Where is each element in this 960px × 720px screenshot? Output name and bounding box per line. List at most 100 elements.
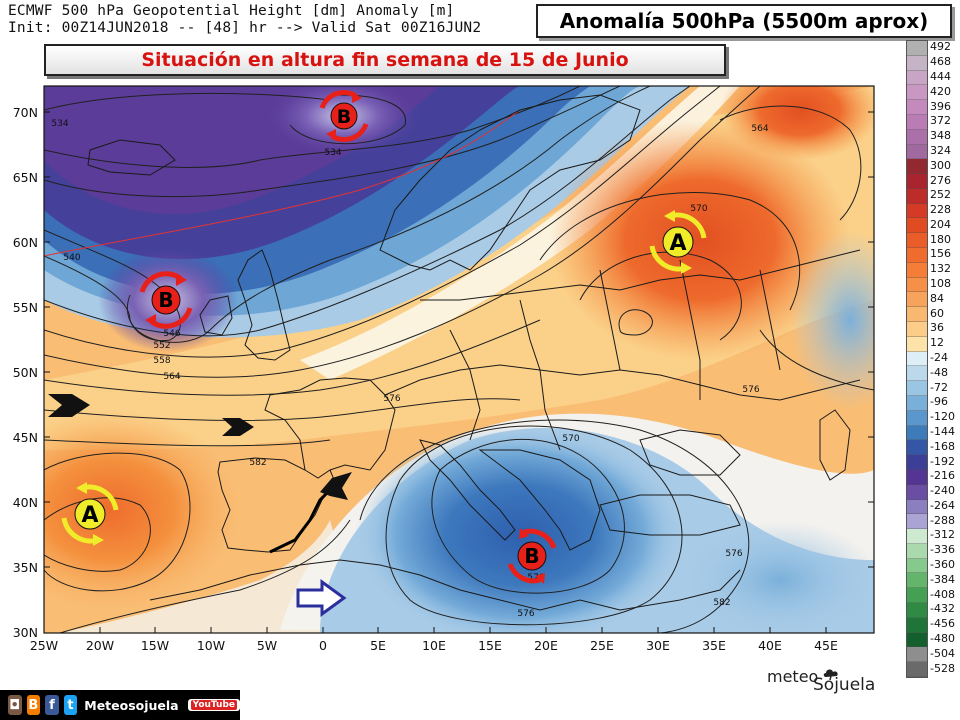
legend-value-label: -336 [930,543,955,557]
low-pressure-marker: B [507,528,557,584]
subtitle-banner: Situación en altura fin semana de 15 de … [44,44,726,76]
legend-color-cell [907,351,927,367]
legend-value-label: -48 [930,365,948,379]
legend-color-cell [907,469,927,485]
brand-name: Meteosojuela [84,697,179,713]
legend-value-label: 60 [930,306,944,320]
legend-color-cell [907,188,927,204]
lat-label: 45N [12,430,38,445]
legend-value-label: 252 [930,188,951,202]
lat-label: 70N [12,105,38,120]
legend-value-label: -360 [930,558,955,572]
legend-color-cell [907,174,927,189]
lon-label: 25E [590,638,614,653]
legend-color-cell [907,381,927,396]
legend-color-cell [907,529,927,544]
legend-color-cell [907,543,927,559]
logo-text-sojuela: Sojuela [813,675,876,695]
cloud-icon [823,669,838,681]
lon-ticks [99,627,827,633]
legend-color-cell [907,292,927,308]
legend-color-cell [907,248,927,263]
legend-value-label: 132 [930,262,951,276]
contour-label: 576 [725,549,742,559]
logo-text-meteo: meteo [767,667,819,686]
lat-label: 40N [12,495,38,510]
contour-label: 540 [63,253,80,263]
legend-value-label: -96 [930,395,948,409]
legend-color-cell [907,100,927,115]
legend-value-label: -480 [930,632,955,646]
legend-value-label: -528 [930,661,955,675]
legend-color-cell [907,410,927,426]
legend-color-cell [907,558,927,574]
legend-value-label: 108 [930,277,951,291]
legend-color-cell [907,129,927,145]
high-pressure-marker: A [61,482,119,546]
legend-color-cell [907,588,927,604]
legend-color-cell [907,603,927,618]
legend-value-label: 300 [930,158,951,172]
legend-color-cell [907,114,927,130]
lat-label: 35N [12,560,38,575]
lon-label: 20E [534,638,558,653]
legend-value-label: -408 [930,587,955,601]
flow-arrow-icon [48,394,90,417]
chart-title-box: Anomalía 500hPa (5500m aprox) [536,4,952,38]
legend-color-cell [907,617,927,633]
legend-value-label: -456 [930,617,955,631]
legend-value-label: 36 [930,321,944,335]
lat-label: 50N [12,365,38,380]
legend-value-label: -504 [930,646,955,660]
facebook-icon[interactable]: f [45,695,59,715]
legend-color-cell [907,262,927,278]
legend-value-label: 156 [930,247,951,261]
legend-color-cell [907,322,927,337]
legend-value-label: -144 [930,424,955,438]
lon-label: 10W [196,638,226,653]
svg-text:B: B [524,544,539,568]
legend-value-label: 228 [930,203,951,217]
contour-label: 564 [751,124,768,134]
legend-value-label: -312 [930,528,955,542]
contour-label: 552 [153,341,170,351]
legend-value-label: -168 [930,439,955,453]
legend-color-cell [907,632,927,648]
lon-label: 20W [85,638,115,653]
social-footer-bar: ◘ B f t Meteosojuela YouTube [0,690,241,720]
legend-color-cell [907,647,927,663]
legend-color-cell [907,366,927,382]
twitter-icon[interactable]: t [63,695,78,715]
contour-label: 546 [163,329,180,339]
flow-arrow-icon [222,418,254,436]
svg-text:A: A [81,503,98,528]
legend-value-label: -192 [930,454,955,468]
legend-color-cell [907,573,927,589]
legend-value-label: -72 [930,380,948,394]
contour-label: 558 [153,356,170,366]
contour-label: 570 [690,204,707,214]
lon-label: 5E [370,638,386,653]
lon-label: 15E [478,638,502,653]
legend-value-label: -240 [930,484,955,498]
instagram-icon[interactable]: ◘ [8,695,22,715]
svg-text:B: B [158,288,173,312]
flow-arrow-icon [320,472,352,500]
lon-label: 10E [422,638,446,653]
legend-value-label: -24 [930,351,948,364]
contour-label: 534 [324,148,341,158]
color-scale-legend [906,40,928,678]
legend-color-cell [907,277,927,293]
contour-label: 576 [742,385,759,395]
legend-value-label: 420 [930,84,951,98]
legend-color-cell [907,455,927,470]
legend-value-label: -432 [930,602,955,616]
legend-color-cell [907,514,927,530]
youtube-icon[interactable]: YouTube [187,699,241,711]
lon-label: 40E [758,638,782,653]
lon-label: 5W [256,638,278,653]
blogger-icon[interactable]: B [26,695,41,715]
legend-color-cell [907,662,927,677]
legend-color-cell [907,144,927,160]
